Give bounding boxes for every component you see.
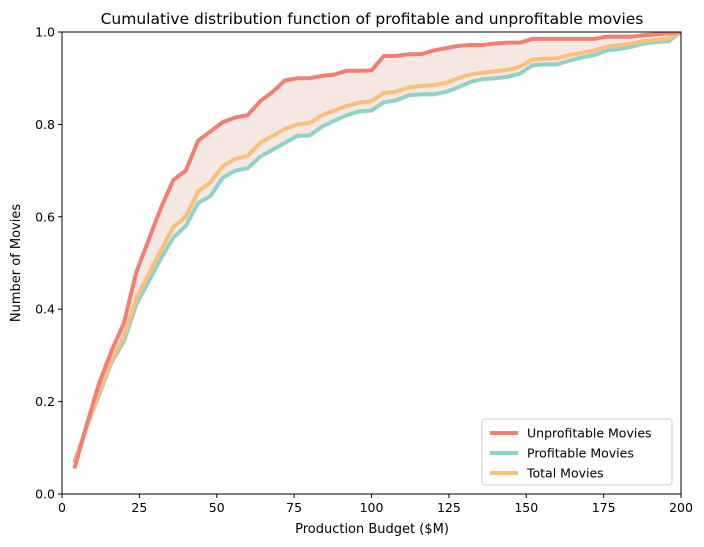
x-axis-label: Production Budget ($M) — [295, 522, 449, 537]
legend-label: Unprofitable Movies — [527, 426, 652, 441]
fill-between-area — [74, 32, 681, 469]
y-tick-label: 0.8 — [35, 117, 55, 132]
x-tick-label: 25 — [131, 500, 147, 515]
legend: Unprofitable Movies Profitable Movies Tota… — [481, 418, 673, 486]
y-tick-label: 0.6 — [35, 209, 55, 224]
x-tick-label: 50 — [209, 500, 225, 515]
y-tick-label: 1.0 — [35, 25, 55, 40]
y-tick-label: 0.4 — [35, 302, 55, 317]
x-tick-label: 125 — [437, 500, 461, 515]
x-tick-label: 75 — [286, 500, 302, 515]
y-axis-label: Number of Movies — [9, 204, 24, 322]
chart-title: Cumulative distribution function of prof… — [101, 10, 644, 28]
x-tick-label: 175 — [592, 500, 616, 515]
axes: 0 25 50 75 100 125 150 175 200 0.0 0.2 0.4 0.6 0.8 1.0 — [35, 25, 693, 516]
x-tick-label: 150 — [514, 500, 538, 515]
legend-label: Profitable Movies — [527, 446, 634, 461]
series-line-total-movies — [72, 32, 681, 464]
x-tick-label: 200 — [669, 500, 693, 515]
legend-box — [481, 418, 673, 486]
series-line-unprofitable-movies — [72, 32, 681, 470]
legend-label: Total Movies — [526, 466, 604, 481]
x-tick-label: 0 — [58, 500, 66, 515]
x-tick-label: 100 — [360, 500, 384, 515]
y-tick-label: 0.2 — [35, 394, 55, 409]
y-tick-label: 0.0 — [35, 487, 55, 502]
series-line-profitable-movies — [72, 32, 681, 463]
plot-area — [72, 32, 681, 470]
